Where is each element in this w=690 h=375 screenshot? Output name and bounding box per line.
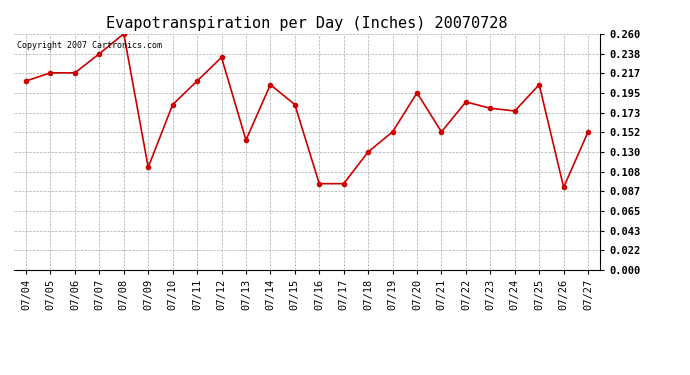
Title: Evapotranspiration per Day (Inches) 20070728: Evapotranspiration per Day (Inches) 2007… <box>106 16 508 31</box>
Text: Copyright 2007 Cartronics.com: Copyright 2007 Cartronics.com <box>17 41 161 50</box>
